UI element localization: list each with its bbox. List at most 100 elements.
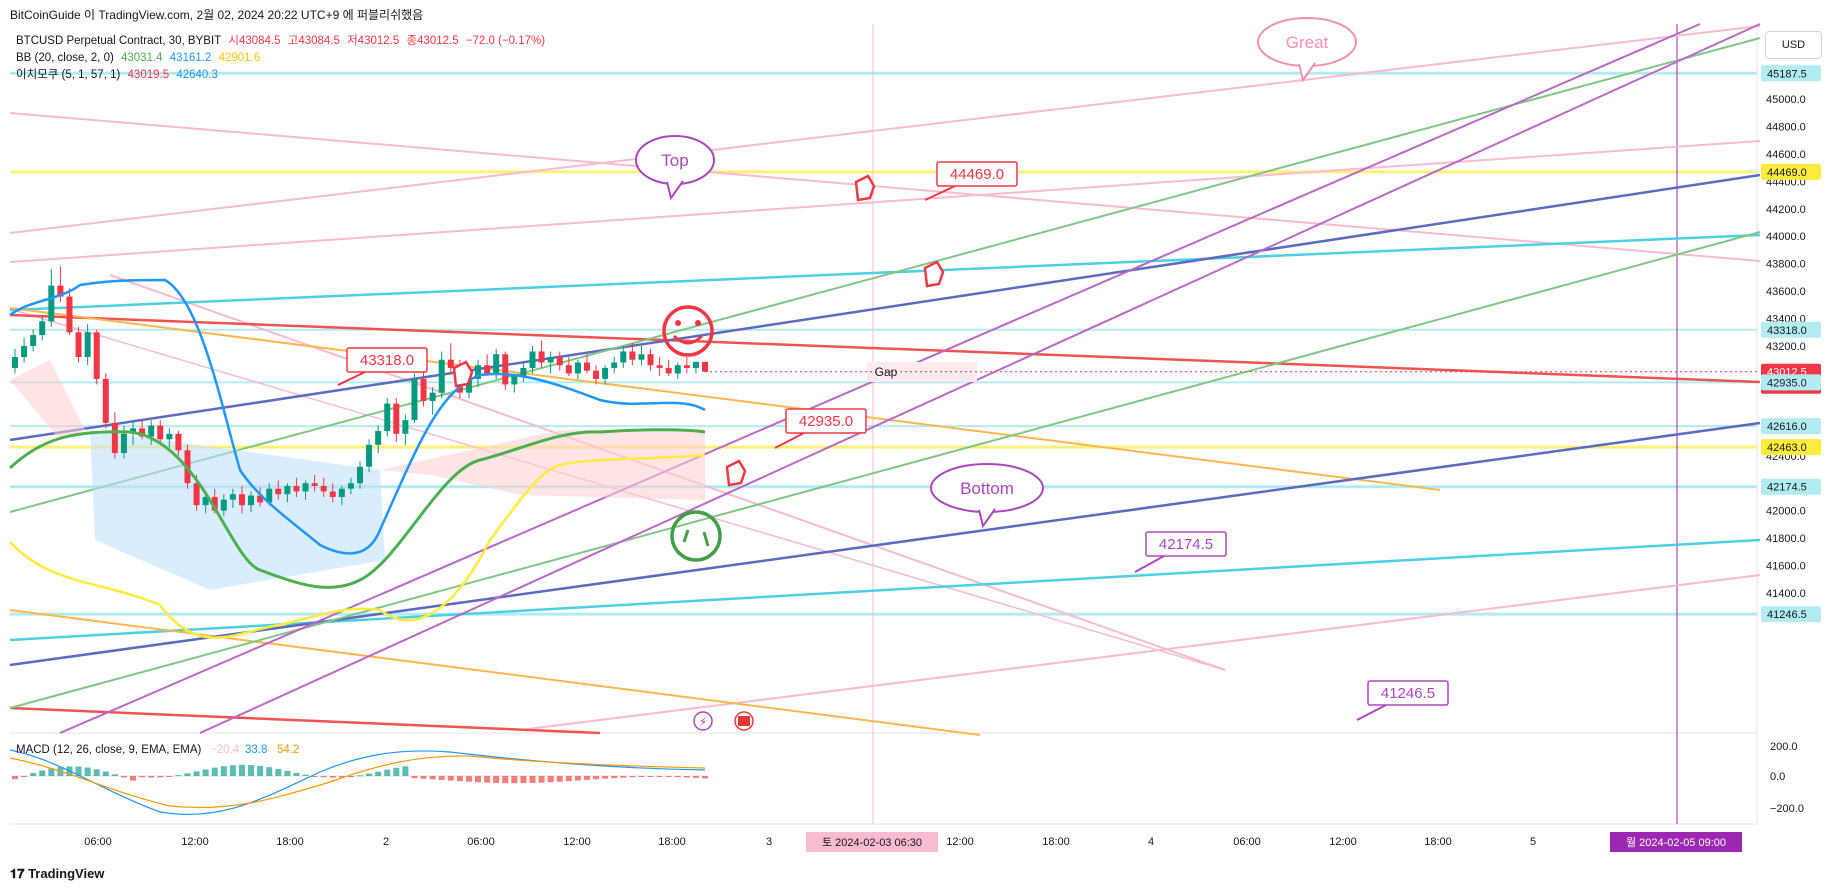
ohlc-change: −72.0 (−0.17%) (465, 35, 546, 47)
candle-body (647, 354, 654, 366)
bb-upper-value: 43161.2 (169, 52, 212, 64)
candle-body (475, 365, 482, 379)
macd-hist-bar (702, 776, 708, 779)
candle-body (438, 359, 445, 393)
price-label-bg (1761, 478, 1821, 495)
candle-body (111, 422, 118, 454)
macd-hist-bar (257, 765, 264, 776)
macd-hist-bar (593, 776, 600, 780)
sad-face-mouth (672, 334, 704, 345)
macd-tick: 0.0 (1770, 771, 1785, 783)
price-tick: 45000.0 (1766, 94, 1806, 106)
price-label: 45187.5 (1767, 68, 1807, 80)
candle-body (593, 370, 600, 379)
candle-body (420, 378, 427, 401)
price-label-bg (1761, 163, 1821, 180)
candle-body (429, 392, 436, 401)
candle-body (39, 321, 46, 336)
bb-basis-value: 43031.4 (121, 52, 163, 64)
candle-body (620, 351, 627, 363)
macd-hist-bar (456, 776, 463, 782)
bb-upper-line (9, 278, 706, 555)
macd-hist-bar (656, 776, 663, 777)
candle-body (75, 332, 82, 357)
candle-body (357, 466, 363, 484)
macd-hist-bar (338, 776, 345, 778)
ichimoku-cloud-blue (90, 430, 385, 590)
candle-body (248, 495, 255, 506)
price-label: 42616.0 (1767, 421, 1807, 433)
macd-hist-bar (248, 765, 255, 776)
macd-hist-bar (148, 776, 155, 778)
symbol-label: BTCUSD Perpetual Contract, 30, BYBIT (16, 35, 222, 47)
candle-body (674, 365, 681, 374)
candle-body (266, 488, 273, 503)
candle-body (465, 378, 472, 393)
candle-body (193, 483, 200, 506)
price-tick: 44200.0 (1766, 204, 1806, 216)
trend-line-10 (9, 307, 1441, 491)
macd-value-macd: 33.8 (245, 744, 267, 756)
macd-hist-bar (620, 776, 627, 778)
candle-body (148, 425, 155, 437)
time-tick: 18:00 (658, 836, 686, 848)
candle-body (366, 444, 373, 467)
macd-hist-bar (229, 765, 236, 776)
bb-lower-value: 42901.6 (218, 52, 261, 64)
callout-label-0: 44469.0 (950, 166, 1004, 183)
macd-hist-bar (202, 769, 209, 776)
candle-body (30, 335, 37, 346)
candle-body (411, 378, 418, 421)
candle-body (375, 431, 382, 445)
ichimoku-lagging-line (9, 453, 706, 639)
macd-hist-bar (638, 776, 645, 777)
time-tick: 12:00 (946, 836, 974, 848)
price-tick: 43600.0 (1766, 286, 1806, 298)
price-tick: 44000.0 (1766, 231, 1806, 243)
macd-hist-bar (683, 776, 690, 778)
macd-hist-bar (602, 776, 609, 779)
candle-body (502, 354, 509, 385)
candle-body (393, 403, 400, 434)
candle-body (284, 485, 291, 495)
tv-icon: 𝟏𝟕 (10, 866, 29, 881)
time-tick: 18:00 (276, 836, 304, 848)
ohlc-high: 고43084.5 (287, 35, 340, 47)
candle-body (511, 376, 518, 385)
candle-body (583, 362, 590, 371)
trend-line-12 (9, 173, 1761, 442)
candle-body (538, 351, 545, 363)
candle-body (229, 494, 236, 500)
speech-bubble-label-1: Top (661, 151, 688, 170)
trend-line-14 (9, 37, 1761, 513)
macd-hist-bar (565, 776, 572, 782)
trend-line-0 (9, 25, 1761, 234)
macd-hist-bar (438, 776, 445, 780)
price-tick: 43800.0 (1766, 259, 1806, 271)
price-tick: 41400.0 (1766, 588, 1806, 600)
candle-body (702, 361, 708, 372)
currency-button[interactable]: USD (1765, 31, 1822, 59)
time-tick: 18:00 (1424, 836, 1452, 848)
callout-box-3 (1145, 531, 1227, 557)
candle-body (66, 296, 73, 333)
callout-box-1 (346, 347, 428, 373)
candle-body (656, 365, 663, 368)
bb-label: BB (20, close, 2, 0) (16, 52, 114, 64)
candle-body (529, 351, 536, 368)
callout-label-2: 42935.0 (799, 413, 853, 430)
candle-body (257, 495, 264, 503)
candle-body (12, 356, 18, 368)
macd-hist-bar (39, 770, 46, 776)
gap-label: Gap (875, 365, 898, 379)
macd-hist-bar (629, 776, 636, 778)
candle-body (665, 367, 672, 374)
price-tick: 41800.0 (1766, 533, 1806, 545)
macd-hist-bar (493, 776, 500, 783)
trend-line-8 (9, 313, 1761, 384)
ichimoku-cloud-red-1 (10, 360, 85, 440)
candle-body (402, 420, 409, 434)
ohlc-low: 저43012.5 (347, 35, 400, 47)
sad-face-eye-right (695, 320, 701, 326)
